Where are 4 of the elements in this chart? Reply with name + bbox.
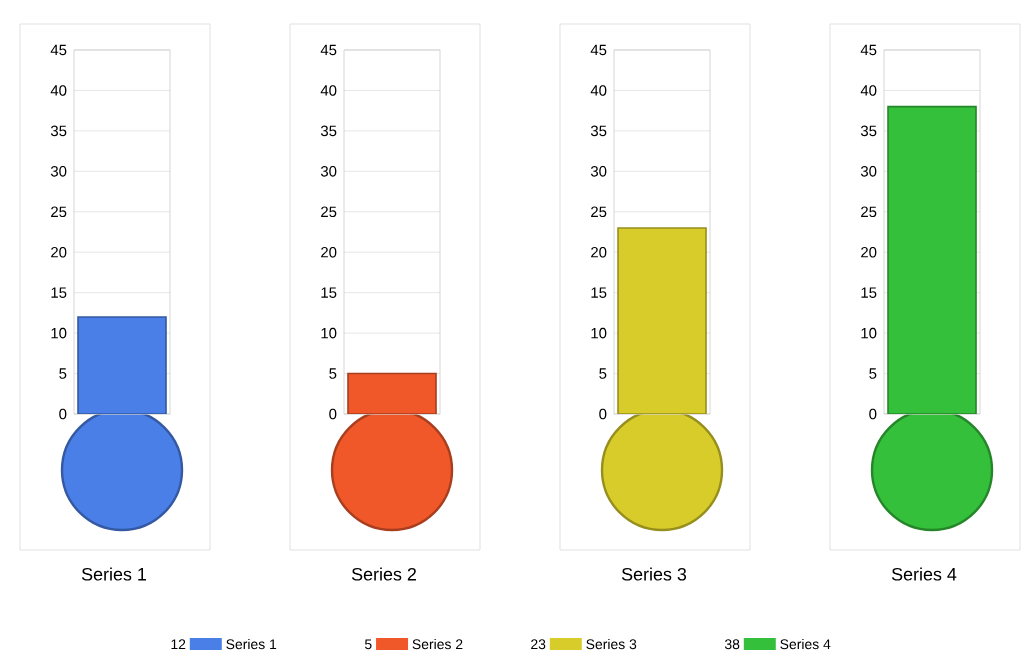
text: Series 4 (891, 567, 957, 581)
text: Series 2 (351, 567, 416, 581)
text: Series 1 (81, 567, 146, 581)
text: Series 3 (621, 567, 687, 581)
